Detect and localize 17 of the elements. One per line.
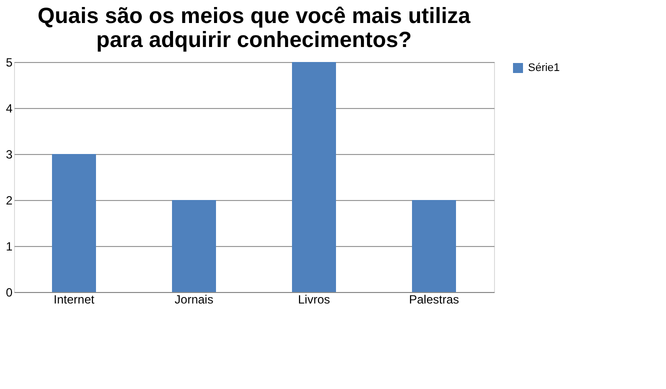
bar (412, 200, 456, 292)
x-tick-label: Jornais (174, 292, 214, 306)
y-tick-label: 1 (6, 240, 13, 254)
legend-label: Série1 (528, 62, 560, 74)
bar (172, 200, 216, 292)
y-tick-label: 2 (6, 194, 13, 208)
text: para adquirir conhecimentos? (96, 27, 412, 52)
bar (52, 154, 96, 292)
y-tick-label: 0 (6, 286, 13, 300)
x-tick-label: Palestras (408, 292, 460, 306)
y-tick-label: 4 (6, 102, 13, 116)
y-tick-label: 5 (6, 56, 13, 70)
y-tick-label: 3 (6, 148, 13, 162)
x-tick-label: Livros (298, 292, 330, 306)
x-tick-label: Internet (54, 292, 96, 306)
text: Quais são os meios que você mais utiliza (38, 3, 470, 28)
bar (292, 62, 336, 292)
